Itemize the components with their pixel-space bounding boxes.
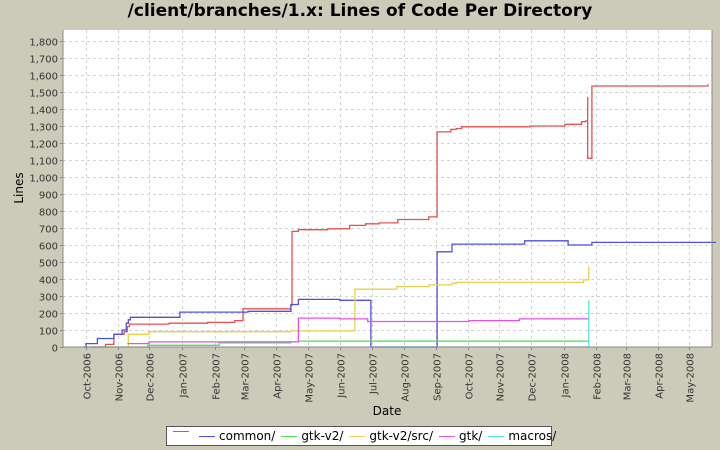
x-tick-label: Apr-2008 (655, 353, 666, 399)
y-tick-label: 100 (39, 327, 58, 338)
y-tick-label: 700 (39, 225, 58, 236)
x-tick-label: Jul-2007 (369, 353, 380, 395)
y-tick-label: 1,400 (29, 106, 58, 117)
x-tick-label: Feb-2008 (593, 353, 604, 400)
legend-item (173, 430, 193, 437)
x-tick-label: Dec-2006 (146, 353, 157, 401)
legend-label: macros/ (508, 429, 557, 443)
x-tick-label: Nov-2007 (496, 353, 507, 401)
y-tick-label: 1,700 (29, 55, 58, 66)
legend-swatch-icon (173, 430, 189, 432)
x-tick-label: Sep-2007 (433, 353, 444, 401)
legend-label: gtk-v2/src/ (369, 429, 433, 443)
legend-label: gtk-v2/ (301, 429, 344, 443)
y-tick-label: 1,600 (29, 72, 58, 83)
y-tick-label: 800 (39, 208, 58, 219)
series-line-gtk-v2-src (127, 266, 590, 348)
y-tick-label: 300 (39, 293, 58, 304)
series-lines (83, 84, 716, 348)
y-tick-label: 600 (39, 242, 58, 253)
x-axis-label: Date (373, 404, 402, 418)
x-tick-label: Jan-2008 (561, 353, 572, 398)
plot-area (63, 30, 712, 347)
y-tick-label: 1,000 (29, 174, 58, 185)
y-tick-label: 1,300 (29, 123, 58, 134)
legend-item: gtk-v2/ (281, 429, 343, 443)
y-tick-label: 1,200 (29, 140, 58, 151)
y-tick-label: 1,500 (29, 89, 58, 100)
x-tick-label: Mar-2008 (623, 353, 634, 400)
legend-swatch-icon (281, 435, 298, 437)
legend-item: gtk-v2/src/ (349, 429, 433, 443)
legend-swatch-icon (439, 435, 455, 437)
legend-item: macros/ (488, 429, 556, 443)
grid-lines (63, 30, 712, 347)
x-tick-label: Jun-2007 (337, 353, 348, 399)
legend-swatch-icon (349, 435, 366, 437)
x-tick-label: Aug-2007 (401, 353, 412, 402)
legend-label: gtk/ (459, 429, 483, 443)
x-tick-label: Mar-2007 (241, 353, 252, 400)
legend-item: common/ (199, 429, 275, 443)
legend-swatch-icon (199, 435, 215, 437)
y-tick-label: 500 (39, 259, 58, 270)
legend: common/gtk-v2/gtk-v2/src/gtk/macros/ (166, 426, 556, 446)
x-tick-label: Apr-2007 (273, 353, 284, 399)
x-tick-label: Oct-2007 (465, 353, 476, 399)
y-tick-label: 400 (39, 276, 58, 287)
y-tick-label: 900 (39, 191, 58, 202)
y-tick-label: 200 (39, 310, 58, 321)
y-axis-ticks: 0 100 200 300 400 500 600 700 800 900 1,000 1,100 1,… (29, 38, 63, 355)
x-tick-label: Jan-2007 (179, 353, 190, 398)
series-line-gtk (127, 317, 589, 345)
legend-item: gtk/ (439, 429, 482, 443)
series-line-unnamed (90, 84, 709, 348)
x-tick-label: Oct-2006 (83, 353, 94, 399)
x-axis-ticks: Oct-2006 Nov-2006 Dec-2006 Jan-2007 Feb-2007… (83, 347, 697, 403)
series-line-common (83, 240, 716, 348)
legend-label: common/ (219, 429, 276, 443)
x-tick-label: Feb-2007 (212, 353, 223, 400)
x-tick-label: Dec-2007 (528, 353, 539, 401)
x-tick-label: May-2008 (686, 353, 697, 403)
y-axis-label: Lines (12, 172, 26, 203)
legend-swatch-icon (488, 435, 505, 437)
y-tick-label: 1,800 (29, 38, 58, 49)
y-tick-label: 1,100 (29, 157, 58, 168)
y-tick-label: 0 (52, 344, 58, 355)
chart-title: /client/branches/1.x: Lines of Code Per … (127, 1, 593, 21)
x-tick-label: May-2007 (305, 353, 316, 403)
x-tick-label: Nov-2006 (115, 353, 126, 401)
